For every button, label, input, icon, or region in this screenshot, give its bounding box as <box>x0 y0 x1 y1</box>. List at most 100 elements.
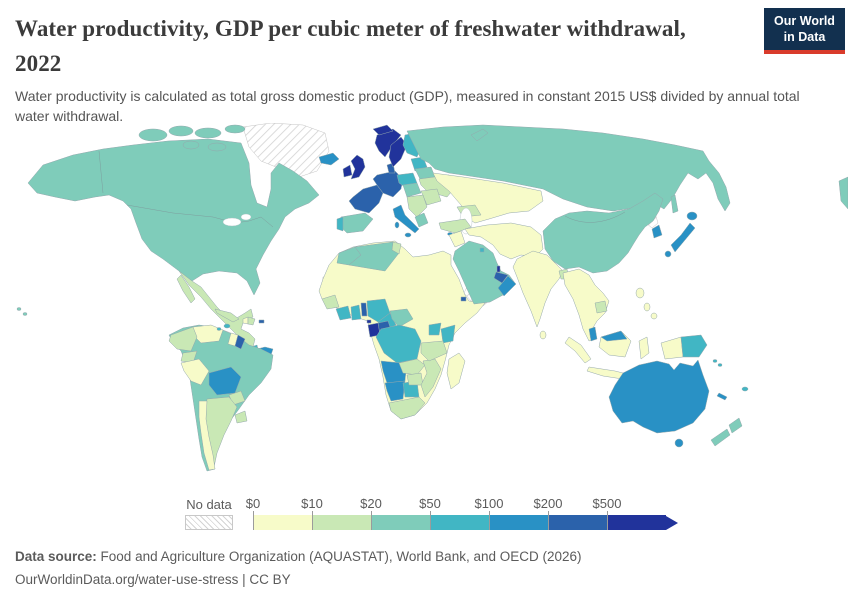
country-uruguay[interactable] <box>234 410 248 424</box>
country-canada-usa[interactable] <box>27 138 320 296</box>
country-baltics[interactable] <box>410 156 428 172</box>
legend-bin-swatch[interactable] <box>312 511 371 530</box>
country-papua-new-guinea[interactable] <box>680 334 708 358</box>
world-map[interactable] <box>3 122 849 481</box>
country-greece[interactable] <box>414 212 429 228</box>
country-kuwait[interactable] <box>479 247 485 253</box>
country-levant[interactable] <box>448 230 466 248</box>
country-mozambique[interactable] <box>420 358 442 398</box>
map-layer-africa[interactable] <box>318 240 486 420</box>
country-indonesia-sulawesi[interactable] <box>638 336 650 360</box>
legend-bin-swatch[interactable] <box>489 511 548 530</box>
country-cuba[interactable] <box>214 308 240 323</box>
country-russia-wrap-east[interactable] <box>838 176 849 210</box>
country-zimbabwe[interactable] <box>406 372 424 386</box>
owid-logo[interactable]: Our World in Data <box>764 8 845 54</box>
arctic-island[interactable] <box>168 125 194 137</box>
country-czechia-hungary[interactable] <box>402 182 422 198</box>
country-sicily[interactable] <box>404 232 412 238</box>
country-philippines[interactable] <box>650 312 658 320</box>
country-djibouti[interactable] <box>460 296 467 302</box>
legend-no-data[interactable]: No data <box>185 497 233 530</box>
country-ghana[interactable] <box>350 304 362 321</box>
country-australia[interactable] <box>608 359 710 434</box>
legend-no-data-swatch[interactable] <box>185 515 233 530</box>
country-new-caledonia[interactable] <box>716 392 728 401</box>
country-japan-honshu[interactable] <box>670 222 696 253</box>
legend-bin[interactable]: $10 <box>301 496 371 530</box>
country-tanzania[interactable] <box>420 340 448 362</box>
country-benin[interactable] <box>360 302 368 317</box>
country-italy[interactable] <box>392 204 420 234</box>
country-balkans[interactable] <box>406 194 428 218</box>
hawaii-islands[interactable] <box>22 312 28 316</box>
country-ireland[interactable] <box>342 164 353 178</box>
country-south-africa[interactable] <box>388 396 426 420</box>
legend-bin-swatch[interactable] <box>371 511 430 530</box>
country-fiji[interactable] <box>741 386 749 392</box>
country-china[interactable] <box>542 192 664 274</box>
country-novaya-zemlya[interactable] <box>470 128 489 142</box>
country-puerto-rico[interactable] <box>258 319 265 324</box>
legend-bin[interactable]: $0 <box>246 496 312 530</box>
country-indonesia-sumatra[interactable] <box>564 336 592 364</box>
country-russia[interactable] <box>406 124 731 212</box>
country-colombia[interactable] <box>168 326 198 352</box>
country-solomon-islands[interactable] <box>717 363 723 367</box>
country-tasmania[interactable] <box>674 438 684 448</box>
country-norway[interactable] <box>374 128 402 158</box>
country-qatar[interactable] <box>496 265 501 273</box>
legend-bin[interactable]: $200 <box>534 496 607 530</box>
arctic-island[interactable] <box>194 127 222 139</box>
country-sakhalin[interactable] <box>670 194 679 214</box>
country-kenya[interactable] <box>440 324 456 344</box>
country-madagascar[interactable] <box>446 352 466 390</box>
country-japan-kyushu[interactable] <box>664 250 672 258</box>
country-new-zealand-north[interactable] <box>728 417 743 434</box>
country-cambodia[interactable] <box>594 300 608 314</box>
country-iceland[interactable] <box>318 152 340 166</box>
country-jamaica[interactable] <box>223 323 231 329</box>
country-malaysia-east[interactable] <box>600 330 628 342</box>
country-trinidad[interactable] <box>216 327 222 331</box>
country-greenland[interactable] <box>242 122 330 178</box>
legend-bin-swatch[interactable] <box>430 511 489 530</box>
country-tunisia[interactable] <box>391 241 402 255</box>
country-south-korea[interactable] <box>651 224 663 239</box>
country-french-guiana[interactable] <box>234 334 246 350</box>
legend-bin[interactable]: $100 <box>475 496 548 530</box>
country-spain[interactable] <box>338 212 374 234</box>
legend-bin-swatch[interactable] <box>548 511 607 530</box>
country-guinea[interactable] <box>321 294 340 310</box>
country-zambia[interactable] <box>398 358 426 376</box>
country-oman[interactable] <box>497 275 517 297</box>
country-kazakhstan-central-asia[interactable] <box>432 172 544 224</box>
country-dominican-republic[interactable] <box>247 316 256 326</box>
country-philippines[interactable] <box>643 302 651 312</box>
legend-bin-swatch[interactable] <box>253 511 312 530</box>
country-philippines[interactable] <box>635 287 645 299</box>
arctic-island[interactable] <box>224 124 246 134</box>
country-turkey[interactable] <box>438 218 472 234</box>
map-layer-south-america[interactable] <box>168 324 274 472</box>
country-svalbard[interactable] <box>372 124 394 136</box>
country-new-zealand-south[interactable] <box>710 428 731 447</box>
legend-bin-swatch[interactable] <box>607 511 666 530</box>
legend-bin[interactable]: $20 <box>360 496 430 530</box>
legend-bin[interactable]: $500 <box>593 496 666 530</box>
country-united-kingdom[interactable] <box>350 154 366 180</box>
arctic-island[interactable] <box>138 128 168 142</box>
country-namibia[interactable] <box>384 380 406 402</box>
country-uae[interactable] <box>493 271 509 284</box>
arctic-island[interactable] <box>207 142 227 152</box>
country-indonesia-papua[interactable] <box>660 336 684 360</box>
country-malaysia-peninsula[interactable] <box>588 326 598 342</box>
map-layer-asia[interactable] <box>406 124 849 381</box>
map-layer-north-america[interactable] <box>16 124 320 356</box>
country-cote-divoire[interactable] <box>335 305 352 321</box>
hawaii-islands[interactable] <box>16 307 22 311</box>
country-equatorial-guinea[interactable] <box>366 319 372 324</box>
world-map-svg[interactable] <box>3 122 849 481</box>
country-central-african-republic[interactable] <box>389 308 414 328</box>
country-germany-central-europe[interactable] <box>372 170 404 198</box>
